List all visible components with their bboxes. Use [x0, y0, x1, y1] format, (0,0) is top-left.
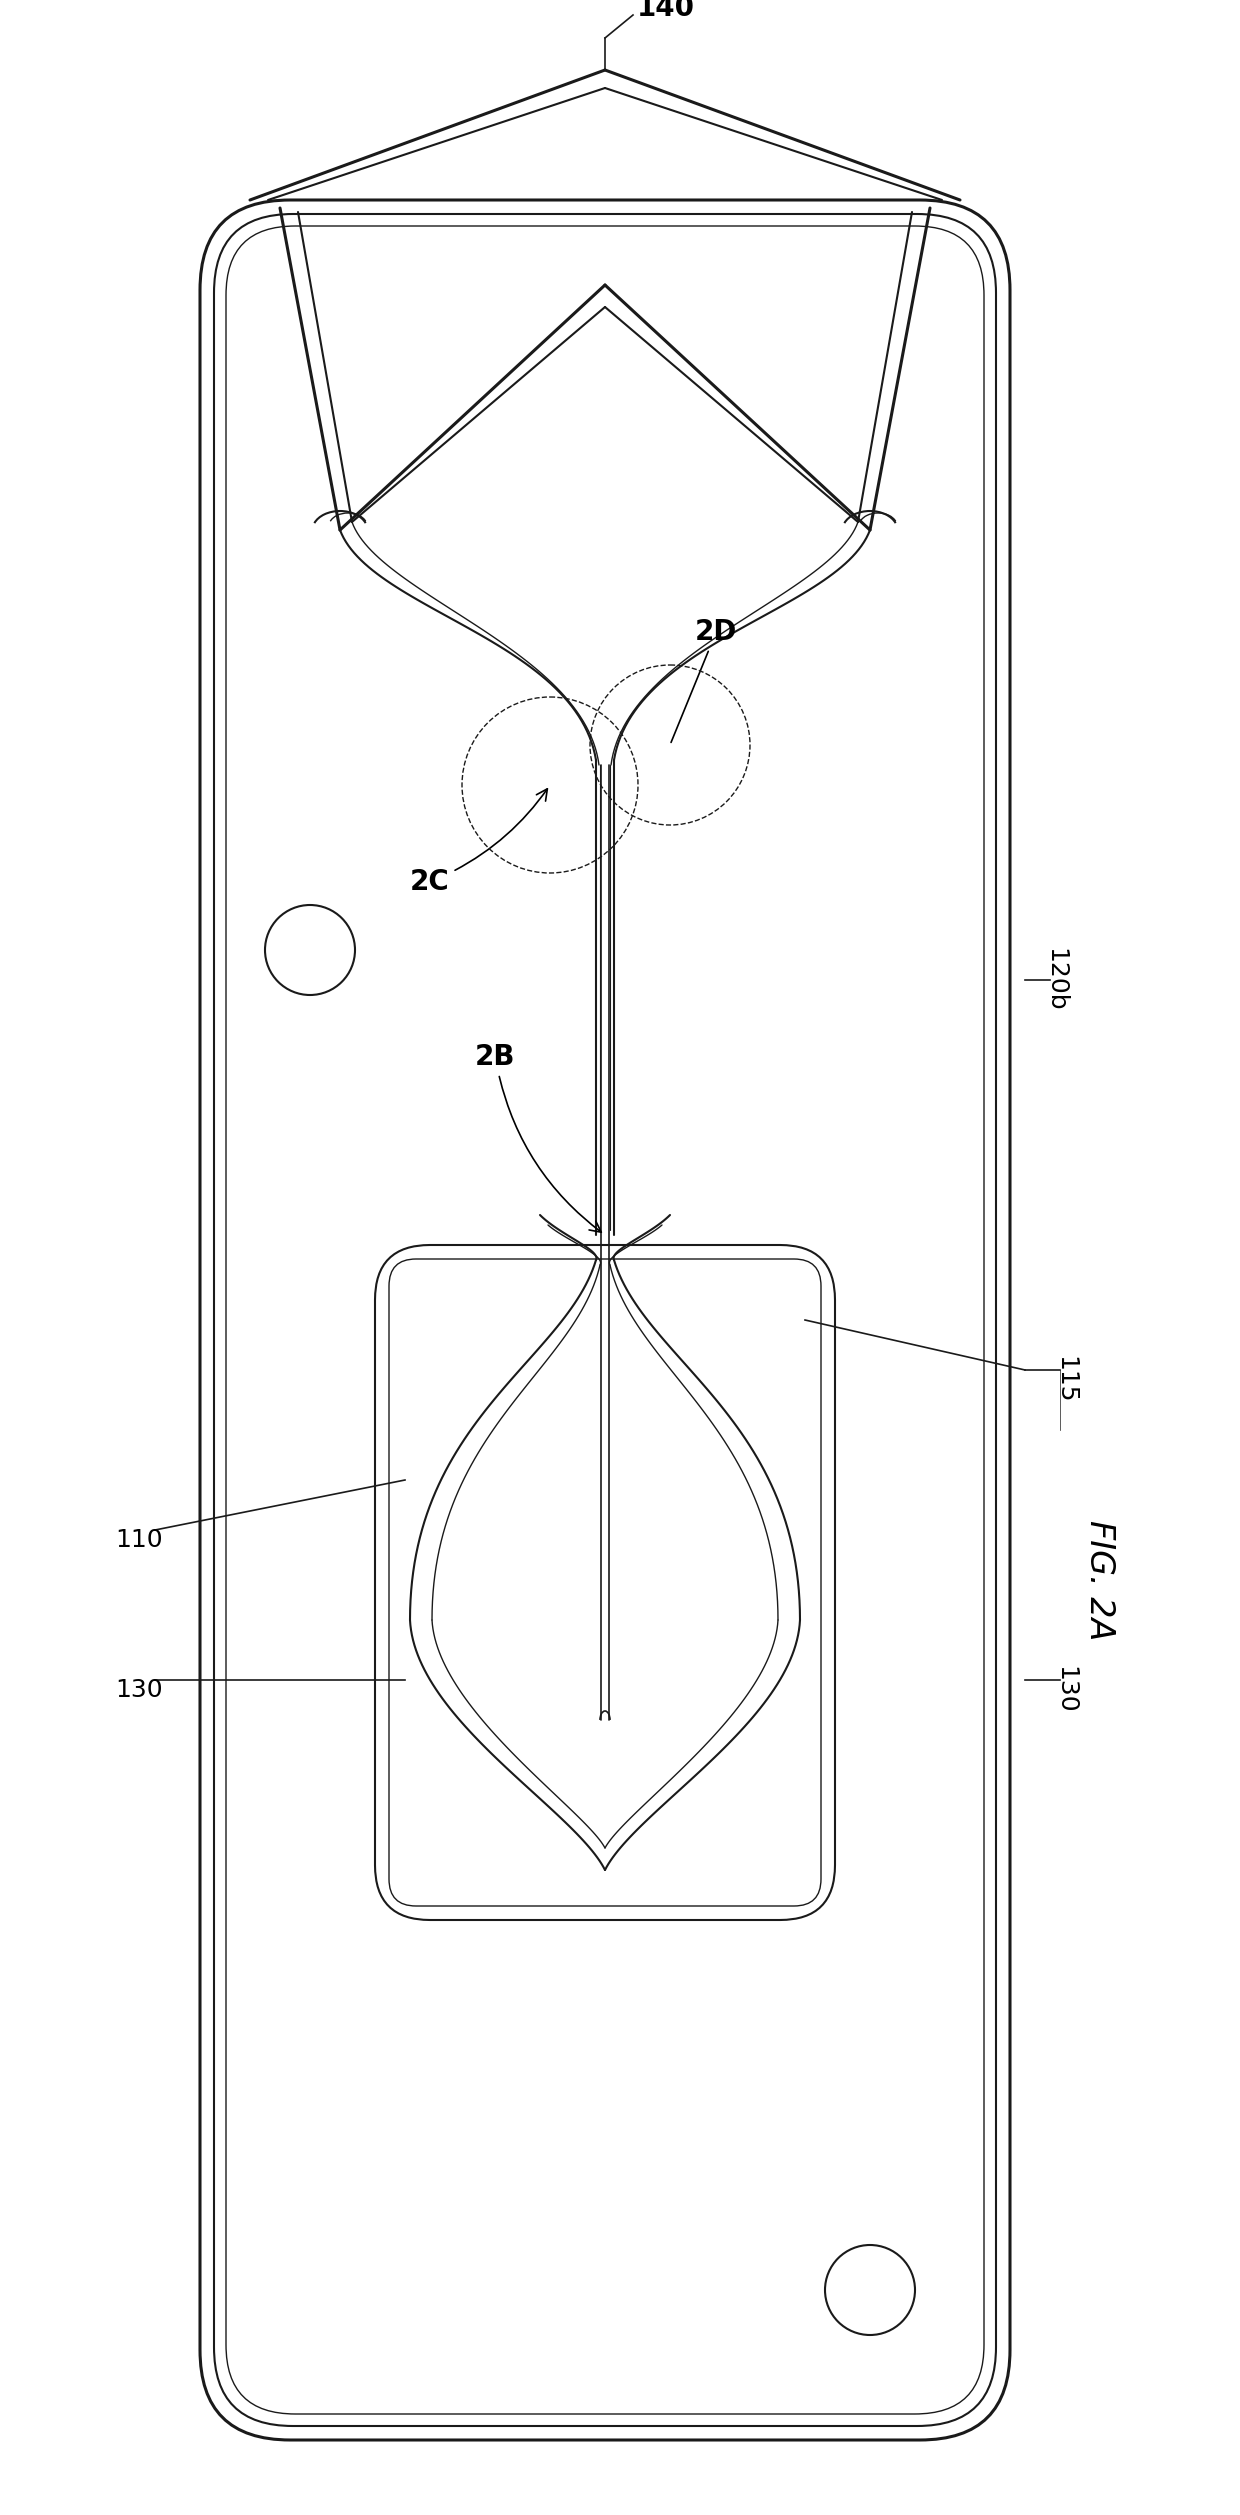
- Text: FIG. 2A: FIG. 2A: [1084, 1519, 1116, 1640]
- Text: 110: 110: [115, 1529, 162, 1552]
- Text: 2B: 2B: [475, 1044, 601, 1232]
- Text: 2C: 2C: [410, 790, 547, 895]
- FancyBboxPatch shape: [200, 201, 1011, 2440]
- Text: 130: 130: [115, 1678, 162, 1703]
- Text: 130: 130: [1053, 1665, 1078, 1713]
- Text: 120b: 120b: [1043, 948, 1066, 1011]
- FancyBboxPatch shape: [215, 214, 996, 2427]
- Text: 2D: 2D: [671, 619, 738, 742]
- Text: 140: 140: [637, 0, 694, 23]
- Text: 115: 115: [1053, 1356, 1078, 1403]
- FancyBboxPatch shape: [226, 226, 985, 2414]
